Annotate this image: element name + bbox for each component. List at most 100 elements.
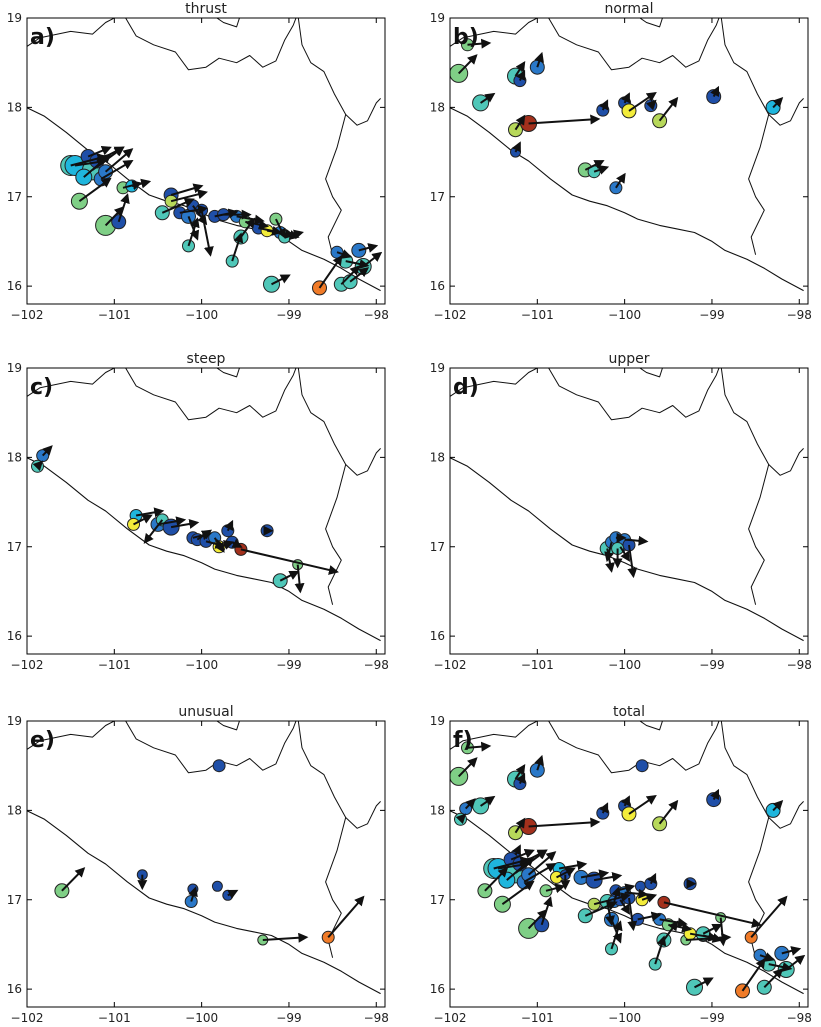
slip-vector-arrow xyxy=(663,901,762,928)
slip-vector-arrow xyxy=(284,229,304,240)
coastline xyxy=(450,107,804,292)
slip-vector-arrow xyxy=(527,851,557,876)
x-tick-label: −101 xyxy=(521,1011,554,1025)
x-tick-label: −99 xyxy=(276,308,301,322)
slip-vector-arrow xyxy=(262,932,309,943)
state-border xyxy=(125,721,297,774)
slip-vector-arrow xyxy=(694,977,714,989)
panel-label: d) xyxy=(453,375,479,400)
x-tick-label: −100 xyxy=(185,658,218,672)
panel-normal: −102 −101 −100 −99 −98 16 17 18 19 normal b) xyxy=(430,1,812,322)
state-border xyxy=(720,368,804,476)
state-border xyxy=(450,18,539,47)
slip-vector-arrow xyxy=(641,893,658,903)
axes-frame xyxy=(449,720,809,1008)
map-layer xyxy=(27,721,381,995)
slip-vector-arrow xyxy=(528,114,601,125)
y-tick-label: 16 xyxy=(430,279,445,293)
slip-vector-arrow xyxy=(340,265,361,286)
y-tick-label: 18 xyxy=(430,803,445,817)
axes-frame xyxy=(449,367,809,655)
slip-vector-arrow xyxy=(627,897,638,932)
slip-vector-arrow xyxy=(327,895,365,938)
x-tick-label: −99 xyxy=(276,1011,301,1025)
x-tick-label: −102 xyxy=(434,1011,467,1025)
y-tick-label: 18 xyxy=(7,100,22,114)
x-tick-label: −101 xyxy=(98,308,131,322)
map-layer xyxy=(450,18,804,292)
coastline xyxy=(27,457,381,642)
slip-vector-arrow xyxy=(580,869,610,880)
slip-vector-arrow xyxy=(506,856,535,881)
slip-vector-arrow xyxy=(511,844,521,856)
panel-label: b) xyxy=(453,25,479,50)
map-layer xyxy=(450,721,806,999)
y-tick-label: 17 xyxy=(7,190,22,204)
slip-vector-arrow xyxy=(200,210,214,257)
y-tick-label: 17 xyxy=(430,540,445,554)
slip-vector-arrow xyxy=(143,519,164,544)
slip-vector-arrow xyxy=(501,880,535,906)
slip-vector-arrow xyxy=(510,848,535,861)
state-border xyxy=(720,721,804,829)
slip-vector-arrow xyxy=(593,872,623,882)
y-tick-label: 16 xyxy=(7,982,22,996)
slip-vector-arrow xyxy=(318,254,343,289)
slip-vector-arrow xyxy=(628,794,657,815)
x-tick-label: −98 xyxy=(787,308,812,322)
y-tick-label: 18 xyxy=(430,450,445,464)
x-tick-label: −98 xyxy=(364,308,389,322)
slip-vector-arrow xyxy=(294,564,305,594)
slip-vector-arrow xyxy=(279,570,300,582)
slip-vector-arrow xyxy=(133,514,153,526)
state-border xyxy=(325,114,347,255)
slip-vector-arrow xyxy=(336,249,352,259)
x-tick-label: −100 xyxy=(608,1011,641,1025)
state-border xyxy=(325,464,347,605)
slip-vector-arrow xyxy=(170,189,208,203)
slip-vector-arrow xyxy=(658,96,679,122)
slip-vector-arrow xyxy=(781,946,802,956)
slip-vector-arrow xyxy=(624,888,649,899)
panel-total: −102 −101 −100 −99 −98 16 17 18 19 total f) xyxy=(430,704,812,1025)
slip-vector-arrow xyxy=(646,99,657,111)
slip-vector-arrow xyxy=(741,957,766,992)
event-marker xyxy=(211,880,223,892)
x-tick-label: −98 xyxy=(364,1011,389,1025)
slip-vector-arrow xyxy=(188,886,198,902)
x-tick-label: −101 xyxy=(98,658,131,672)
slip-vector-arrow xyxy=(527,909,548,930)
state-border xyxy=(125,18,297,71)
slip-vector-arrow xyxy=(514,817,526,834)
slip-vector-arrow xyxy=(480,795,496,807)
state-border xyxy=(216,18,240,28)
panel-title: total xyxy=(613,704,645,720)
panel-thrust: −102 −101 −100 −99 −98 16 17 18 19 thrust a) xyxy=(7,1,389,322)
slip-vector-arrow xyxy=(170,519,200,529)
slip-vector-arrow xyxy=(117,193,130,223)
x-tick-label: −100 xyxy=(608,308,641,322)
state-border xyxy=(27,368,116,397)
y-tick-label: 16 xyxy=(7,279,22,293)
y-tick-label: 19 xyxy=(7,714,22,728)
slip-vector-arrow xyxy=(514,114,526,131)
map-layer xyxy=(27,18,383,296)
state-border xyxy=(639,368,663,378)
slip-vector-arrow xyxy=(457,54,478,75)
slip-vector-arrow xyxy=(593,165,610,175)
slip-vector-arrow xyxy=(32,460,44,472)
slip-vector-arrow xyxy=(584,901,618,917)
slip-vector-arrow xyxy=(523,862,557,883)
slip-vector-arrow xyxy=(624,535,649,546)
y-tick-label: 16 xyxy=(430,629,445,643)
slip-vector-arrow xyxy=(772,799,784,812)
slip-vector-arrow xyxy=(187,217,200,247)
slip-vector-arrow xyxy=(104,148,134,173)
x-tick-label: −101 xyxy=(521,658,554,672)
state-border xyxy=(748,464,770,605)
y-tick-label: 17 xyxy=(7,893,22,907)
slip-vector-arrow xyxy=(135,507,165,518)
state-border xyxy=(748,114,770,255)
state-border xyxy=(720,18,804,126)
state-border xyxy=(125,368,297,421)
